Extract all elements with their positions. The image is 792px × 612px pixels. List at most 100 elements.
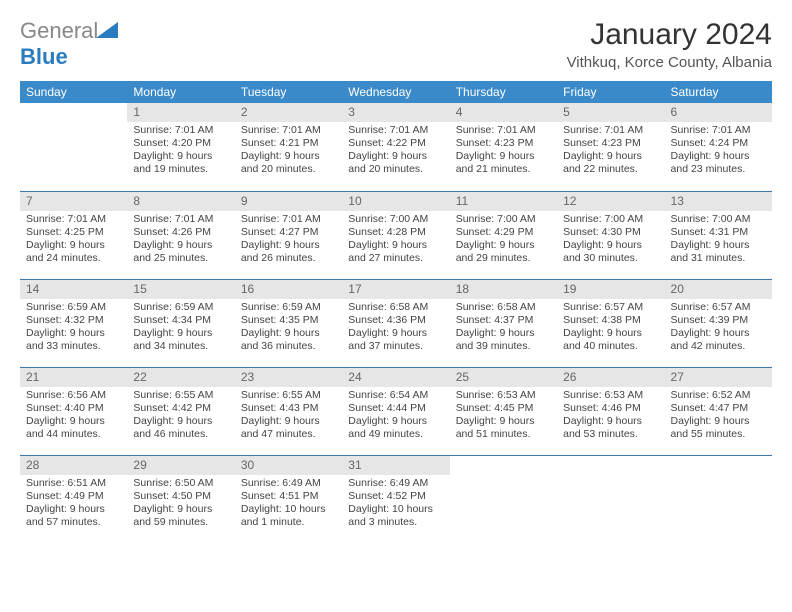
daylight-text: Daylight: 9 hours [456,239,551,252]
daylight-text: Daylight: 9 hours [241,150,336,163]
sunset-text: Sunset: 4:36 PM [348,314,443,327]
calendar-cell: 31Sunrise: 6:49 AMSunset: 4:52 PMDayligh… [342,455,449,543]
calendar-cell: 7Sunrise: 7:01 AMSunset: 4:25 PMDaylight… [20,191,127,279]
daylight-text: Daylight: 9 hours [348,415,443,428]
daylight-text: and 53 minutes. [563,428,658,441]
sunrise-text: Sunrise: 6:55 AM [241,389,336,402]
daylight-text: Daylight: 9 hours [563,239,658,252]
day-body: Sunrise: 7:00 AMSunset: 4:29 PMDaylight:… [450,211,557,270]
daylight-text: and 20 minutes. [348,163,443,176]
calendar-body: 1Sunrise: 7:01 AMSunset: 4:20 PMDaylight… [20,103,772,543]
day-body: Sunrise: 6:59 AMSunset: 4:32 PMDaylight:… [20,299,127,358]
calendar-cell: 23Sunrise: 6:55 AMSunset: 4:43 PMDayligh… [235,367,342,455]
day-body: Sunrise: 6:51 AMSunset: 4:49 PMDaylight:… [20,475,127,534]
sunrise-text: Sunrise: 7:00 AM [563,213,658,226]
sunrise-text: Sunrise: 6:55 AM [133,389,228,402]
sunset-text: Sunset: 4:51 PM [241,490,336,503]
location-label: Vithkuq, Korce County, Albania [567,54,772,71]
sunset-text: Sunset: 4:35 PM [241,314,336,327]
day-number: 19 [557,280,664,299]
sunset-text: Sunset: 4:45 PM [456,402,551,415]
day-body: Sunrise: 7:01 AMSunset: 4:22 PMDaylight:… [342,122,449,181]
sunrise-text: Sunrise: 7:00 AM [671,213,766,226]
sunrise-text: Sunrise: 7:01 AM [133,213,228,226]
daylight-text: Daylight: 9 hours [563,327,658,340]
calendar-cell: 25Sunrise: 6:53 AMSunset: 4:45 PMDayligh… [450,367,557,455]
page-header: General Blue January 2024 Vithkuq, Korce… [20,18,772,71]
calendar-cell: 4Sunrise: 7:01 AMSunset: 4:23 PMDaylight… [450,103,557,191]
sunrise-text: Sunrise: 6:51 AM [26,477,121,490]
calendar-cell: 2Sunrise: 7:01 AMSunset: 4:21 PMDaylight… [235,103,342,191]
day-body: Sunrise: 6:53 AMSunset: 4:46 PMDaylight:… [557,387,664,446]
sunset-text: Sunset: 4:21 PM [241,137,336,150]
calendar-cell: 19 Sunrise: 6:57 AMSunset: 4:38 PMDayligh… [557,279,664,367]
daylight-text: Daylight: 9 hours [241,415,336,428]
sunrise-text: Sunrise: 7:01 AM [241,124,336,137]
sunset-text: Sunset: 4:23 PM [456,137,551,150]
daylight-text: Daylight: 9 hours [563,415,658,428]
daylight-text: and 37 minutes. [348,340,443,353]
daylight-text: and 39 minutes. [456,340,551,353]
daylight-text: Daylight: 9 hours [671,327,766,340]
day-number: 11 [450,192,557,211]
weekday-header: Thursday [450,81,557,103]
daylight-text: Daylight: 9 hours [133,239,228,252]
calendar-cell [450,455,557,543]
sunrise-text: Sunrise: 6:49 AM [241,477,336,490]
day-number: 15 [127,280,234,299]
daylight-text: and 59 minutes. [133,516,228,529]
calendar-cell: 22Sunrise: 6:55 AMSunset: 4:42 PMDayligh… [127,367,234,455]
daylight-text: and 24 minutes. [26,252,121,265]
daylight-text: and 51 minutes. [456,428,551,441]
sunset-text: Sunset: 4:42 PM [133,402,228,415]
day-body: Sunrise: 6:59 AMSunset: 4:34 PMDaylight:… [127,299,234,358]
day-number: 21 [20,368,127,387]
day-number: 24 [342,368,449,387]
calendar-cell: 20Sunrise: 6:57 AMSunset: 4:39 PMDayligh… [665,279,772,367]
day-number: 5 [557,103,664,122]
day-number: 22 [127,368,234,387]
sunrise-text: Sunrise: 7:01 AM [563,124,658,137]
calendar-cell: 29Sunrise: 6:50 AMSunset: 4:50 PMDayligh… [127,455,234,543]
day-body: Sunrise: 6:53 AMSunset: 4:45 PMDaylight:… [450,387,557,446]
daylight-text: Daylight: 9 hours [26,415,121,428]
logo-word1: General [20,18,98,43]
daylight-text: and 42 minutes. [671,340,766,353]
calendar-cell: 1Sunrise: 7:01 AMSunset: 4:20 PMDaylight… [127,103,234,191]
sunrise-text: Sunrise: 6:56 AM [26,389,121,402]
daylight-text: Daylight: 9 hours [26,327,121,340]
daylight-text: Daylight: 9 hours [241,239,336,252]
daylight-text: and 33 minutes. [26,340,121,353]
day-number: 17 [342,280,449,299]
sunrise-text: Sunrise: 6:57 AM [671,301,766,314]
calendar-cell [665,455,772,543]
day-body: Sunrise: 7:01 AMSunset: 4:26 PMDaylight:… [127,211,234,270]
daylight-text: Daylight: 9 hours [241,327,336,340]
day-body: Sunrise: 7:00 AMSunset: 4:30 PMDaylight:… [557,211,664,270]
calendar-cell: 28Sunrise: 6:51 AMSunset: 4:49 PMDayligh… [20,455,127,543]
page-title: January 2024 [567,18,772,52]
day-body: Sunrise: 7:01 AMSunset: 4:21 PMDaylight:… [235,122,342,181]
daylight-text: Daylight: 9 hours [348,239,443,252]
daylight-text: and 19 minutes. [133,163,228,176]
day-number: 9 [235,192,342,211]
calendar-week-row: 28Sunrise: 6:51 AMSunset: 4:49 PMDayligh… [20,455,772,543]
daylight-text: and 27 minutes. [348,252,443,265]
sunset-text: Sunset: 4:37 PM [456,314,551,327]
day-body: Sunrise: 7:00 AMSunset: 4:28 PMDaylight:… [342,211,449,270]
sunrise-text: Sunrise: 6:59 AM [133,301,228,314]
calendar-cell: 17Sunrise: 6:58 AMSunset: 4:36 PMDayligh… [342,279,449,367]
day-number: 28 [20,456,127,475]
sunset-text: Sunset: 4:38 PM [563,314,658,327]
daylight-text: Daylight: 9 hours [671,239,766,252]
calendar-cell [20,103,127,191]
day-body: Sunrise: 7:00 AMSunset: 4:31 PMDaylight:… [665,211,772,270]
sunset-text: Sunset: 4:49 PM [26,490,121,503]
sunrise-text: Sunrise: 6:52 AM [671,389,766,402]
daylight-text: and 31 minutes. [671,252,766,265]
sunset-text: Sunset: 4:34 PM [133,314,228,327]
day-number: 2 [235,103,342,122]
calendar-cell: 21Sunrise: 6:56 AMSunset: 4:40 PMDayligh… [20,367,127,455]
sunrise-text: Sunrise: 6:57 AM [563,301,658,314]
day-number: 23 [235,368,342,387]
